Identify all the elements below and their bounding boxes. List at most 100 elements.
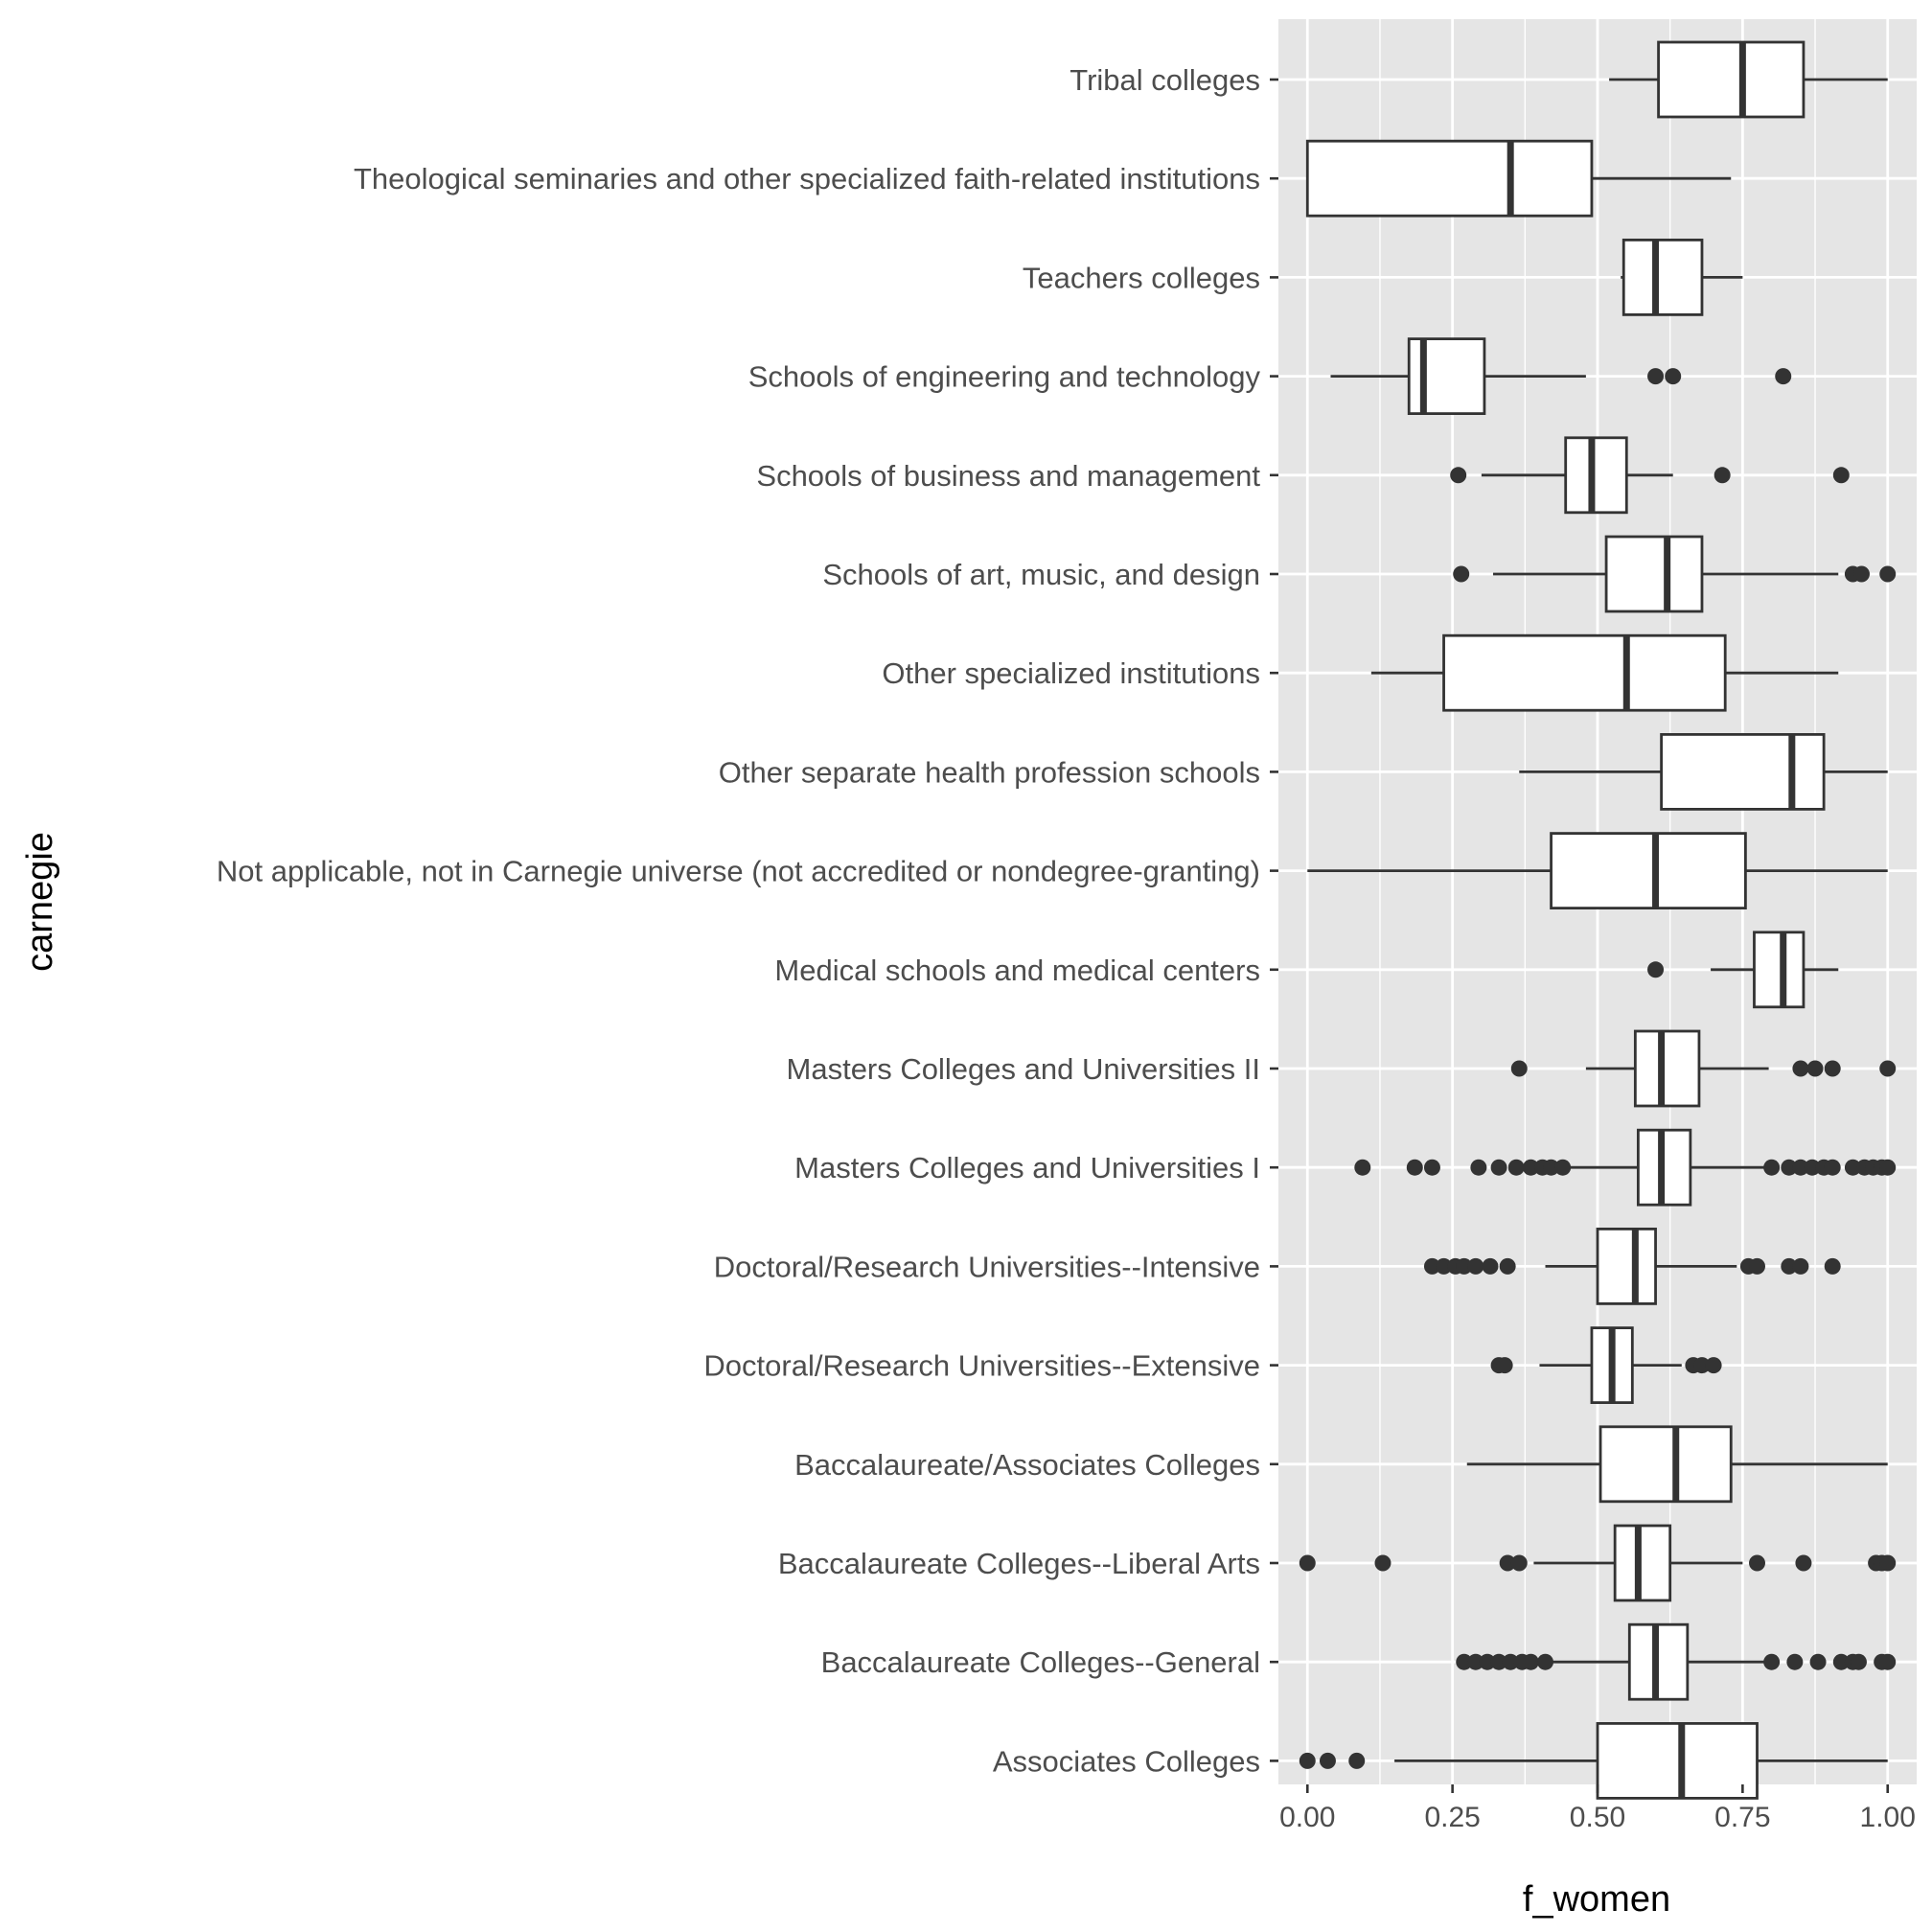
outlier-point [1749,1257,1765,1275]
outlier-point [1543,1159,1560,1176]
box-group [1609,40,1888,119]
outlier-point [1456,1653,1473,1670]
category-label: Theological seminaries and other special… [354,162,1260,196]
outlier-point [1705,1357,1722,1374]
outlier-point [1406,1159,1423,1176]
box-iqr [1598,1425,1733,1504]
outlier-point [1299,1554,1316,1572]
outlier-point [1775,368,1792,385]
outlier-point [1879,1159,1897,1176]
category-label: Baccalaureate/Associates Colleges [794,1448,1260,1482]
outlier-point [1647,368,1665,385]
box-iqr [1633,1029,1701,1108]
x-axis: 0.00 0.25 0.50 0.75 1.00 [1279,1784,1916,1833]
outlier-point [1792,1060,1809,1077]
box-iqr [1613,1524,1672,1602]
outlier-point [1348,1752,1366,1769]
outlier-point [1374,1554,1392,1572]
outlier-point [1763,1159,1781,1176]
box-iqr [1596,1722,1759,1800]
category-label: Masters Colleges and Universities II [787,1052,1260,1086]
category-label: Schools of art, music, and design [822,558,1260,591]
outlier-point [1832,1653,1850,1670]
outlier-point [1824,1060,1841,1077]
box-iqr [1660,733,1826,811]
category-label: Baccalaureate Colleges--Liberal Arts [778,1547,1260,1580]
outlier-point [1522,1653,1539,1670]
outlier-point [1496,1357,1513,1374]
outlier-point [1522,1159,1539,1176]
outlier-point [1795,1554,1812,1572]
outlier-point [1879,1060,1897,1077]
outlier-point [1879,1554,1897,1572]
box-group [1510,1029,1897,1108]
outlier-point [1850,1653,1867,1670]
outlier-point [1423,1257,1440,1275]
category-label: Associates Colleges [993,1744,1260,1778]
outlier-point [1436,1257,1453,1275]
outlier-point [1502,1653,1519,1670]
outlier-point [1450,467,1467,484]
box-group [1647,931,1839,1009]
box-group [1450,436,1850,515]
outlier-point [1693,1357,1711,1374]
box-group [1354,1128,1897,1207]
box-group [1456,1622,1897,1701]
outlier-point [1786,1653,1804,1670]
outlier-point [1467,1257,1484,1275]
box-group [1330,337,1792,416]
box-iqr [1753,931,1806,1009]
y-axis: Tribal colleges Theological seminaries an… [217,63,1278,1778]
box-group [1466,1425,1888,1504]
box-iqr [1564,436,1628,515]
outlier-point [1537,1653,1554,1670]
box-group [1307,832,1888,909]
x-tick-label: 0.75 [1714,1802,1770,1833]
box-iqr [1442,633,1727,712]
outlier-point [1482,1257,1499,1275]
outlier-point [1763,1653,1781,1670]
box-group [1305,139,1732,218]
outlier-point [1879,565,1897,583]
outlier-point [1479,1653,1496,1670]
x-axis-title: f_women [1523,1879,1670,1920]
box-iqr [1305,139,1594,218]
outlier-point [1499,1554,1516,1572]
outlier-point [1299,1752,1316,1769]
category-label: Masters Colleges and Universities I [794,1151,1260,1184]
category-label: Not applicable, not in Carnegie universe… [217,855,1260,888]
x-tick-label: 0.00 [1279,1802,1335,1833]
category-label: Schools of engineering and technology [748,360,1261,394]
outlier-point [1781,1159,1798,1176]
y-axis-title: carnegie [20,832,60,972]
outlier-point [1804,1159,1821,1176]
outlier-point [1714,467,1731,484]
box-group [1423,1228,1841,1305]
outlier-point [1490,1653,1507,1670]
category-label: Doctoral/Research Universities--Extensiv… [703,1349,1260,1383]
box-iqr [1550,832,1747,909]
outlier-point [1423,1159,1440,1176]
outlier-point [1319,1752,1336,1769]
box-iqr [1596,1228,1657,1305]
outlier-point [1844,1159,1861,1176]
outlier-point [1507,1159,1525,1176]
outlier-point [1809,1653,1827,1670]
category-label: Teachers colleges [1023,261,1260,294]
outlier-point [1456,1257,1473,1275]
outlier-point [1467,1653,1484,1670]
box-group [1621,238,1743,316]
category-label: Doctoral/Research Universities--Intensiv… [714,1250,1260,1283]
outlier-point [1470,1159,1487,1176]
outlier-point [1832,467,1850,484]
box-group [1453,535,1897,613]
box-iqr [1604,535,1704,613]
outlier-point [1665,368,1682,385]
box-group [1299,1722,1888,1800]
box-group [1519,733,1888,811]
outlier-point [1792,1159,1809,1176]
outlier-point [1647,961,1665,978]
x-tick-label: 0.50 [1570,1802,1625,1833]
outlier-point [1354,1159,1371,1176]
